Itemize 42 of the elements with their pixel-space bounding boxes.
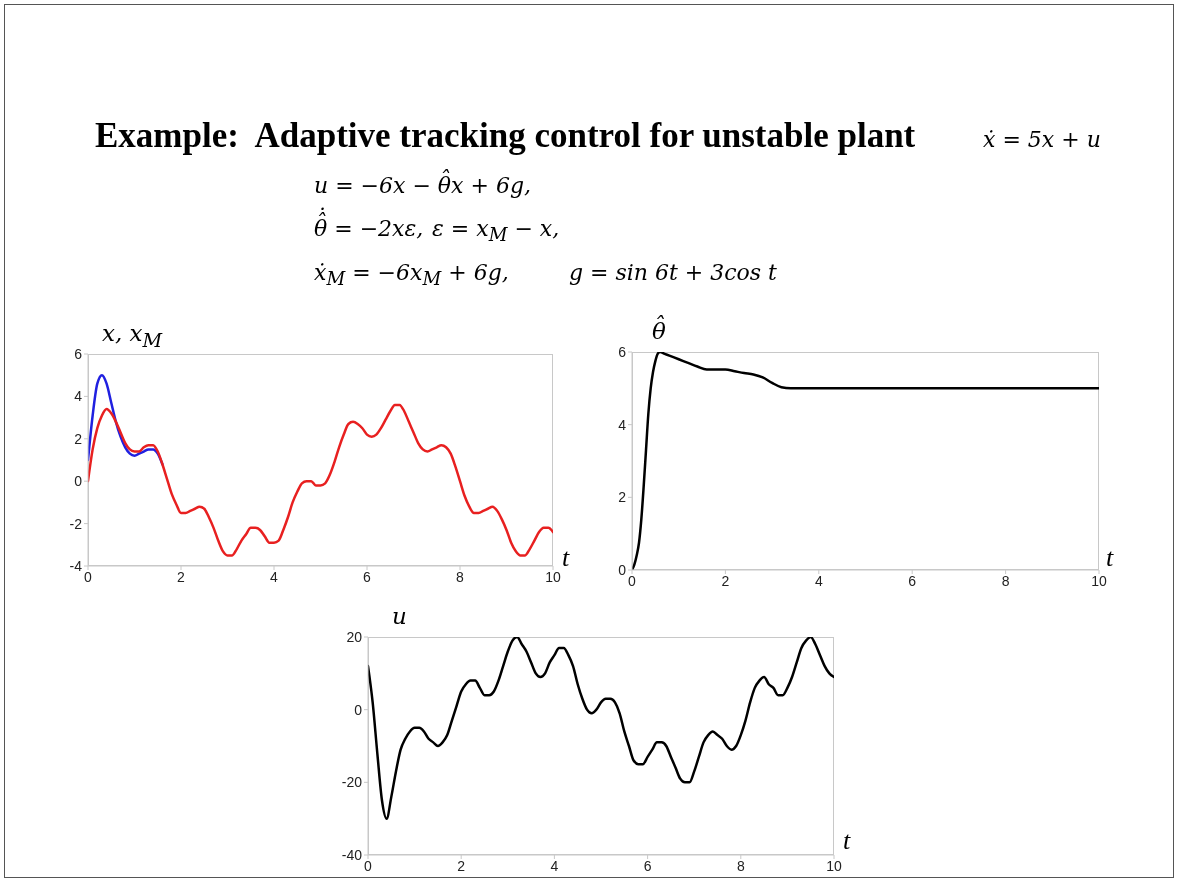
text: g = sin 6t + 3cos t: [569, 260, 777, 285]
text: θ̂̇ = −2xε,: [314, 206, 424, 241]
x-tick-label: 10: [545, 568, 561, 585]
x-axis-title: t: [843, 826, 851, 855]
y-tick-label: 4: [618, 416, 627, 433]
y-tick-label: 20: [346, 628, 363, 645]
x-tick-label: 4: [550, 857, 559, 874]
text: Example: Adaptive tracking control for unstable plant: [95, 116, 916, 155]
x-tick-label: 6: [643, 857, 652, 874]
line-series: [88, 403, 553, 557]
x-tick-label: 8: [736, 857, 745, 874]
y-tick-label: 4: [74, 388, 83, 405]
x-tick-label: 6: [908, 572, 917, 589]
text: u = −6x − θ̂x + 6g,: [314, 168, 532, 198]
x-tick-label: 10: [1091, 572, 1107, 589]
x-tick-label: 4: [270, 568, 279, 585]
x-tick-label: 8: [1001, 572, 1010, 589]
x-axis-title: t: [562, 543, 570, 572]
x-tick-label: 2: [177, 568, 186, 585]
x-tick-label: 2: [457, 857, 466, 874]
text: ẋ = 5x + u: [983, 127, 1101, 152]
text: ẋ$_{M}$ = −6x$_{M}$ + 6g,: [314, 260, 509, 290]
y-tick-label: -2: [69, 515, 83, 532]
y-axis-title: θ̂: [652, 314, 666, 344]
y-tick-label: 0: [354, 701, 363, 718]
y-axis-title: u: [392, 603, 407, 629]
y-axis-title: x, x$_{M}$: [102, 320, 163, 352]
y-tick-label: -20: [341, 774, 363, 791]
y-tick-label: -4: [69, 557, 83, 574]
x-tick-label: 10: [826, 857, 842, 874]
y-tick-label: 6: [618, 343, 627, 360]
x-tick-label: 8: [456, 568, 465, 585]
text: ε = x$_{M}$ − x,: [432, 216, 560, 246]
line-series: [368, 637, 834, 820]
y-tick-label: -40: [341, 846, 363, 863]
y-tick-label: 2: [618, 489, 627, 506]
x-tick-label: 2: [721, 572, 730, 589]
x-tick-label: 4: [814, 572, 823, 589]
y-tick-label: 0: [74, 473, 83, 490]
y-tick-label: 2: [74, 430, 83, 447]
x-axis-title: t: [1106, 543, 1114, 572]
y-tick-label: 6: [74, 345, 83, 362]
